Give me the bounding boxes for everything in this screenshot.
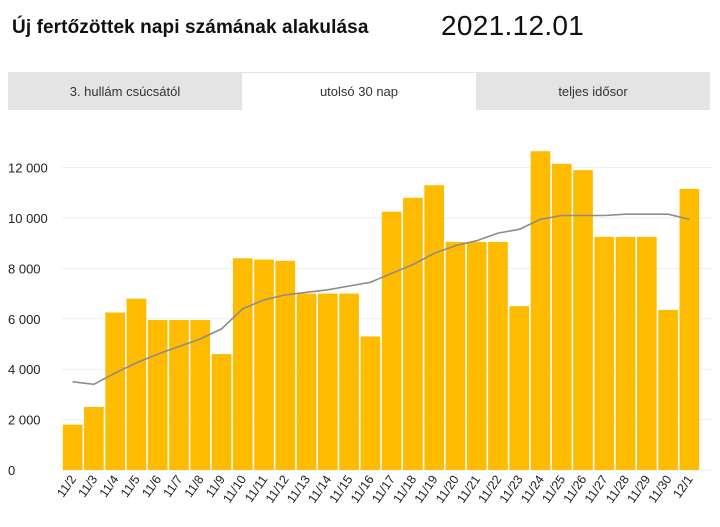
x-tick-label: 11/4 (97, 473, 122, 500)
y-tick-label: 0 (8, 463, 15, 478)
y-tick-label: 8 000 (8, 261, 41, 276)
x-tick-label: 11/3 (75, 473, 100, 500)
bar (360, 336, 381, 470)
x-tick-label: 11/10 (220, 473, 249, 506)
x-tick-label: 11/6 (139, 473, 164, 500)
bar (275, 260, 296, 470)
y-tick-label: 12 000 (8, 161, 48, 176)
bar (530, 151, 551, 470)
y-tick-label: 4 000 (8, 362, 41, 377)
bar (637, 236, 657, 470)
bar (296, 293, 317, 470)
bars (62, 151, 700, 471)
bar (445, 241, 466, 470)
bar (318, 293, 338, 470)
date-label: 2021.12.01 (441, 10, 585, 41)
bar (615, 236, 636, 470)
y-tick-label: 10 000 (8, 211, 48, 226)
x-tick-label: 11/2 (54, 473, 79, 500)
tab-full-series[interactable]: teljes idősor (558, 83, 628, 99)
x-tick-label: 11/7 (161, 473, 186, 500)
bar (232, 258, 253, 470)
bar (424, 185, 444, 471)
bar (658, 309, 678, 470)
bar (147, 320, 168, 470)
x-tick-label: 11/5 (118, 473, 143, 500)
chart-header: Új fertőzöttek napi számának alakulása 2… (12, 8, 712, 48)
bar (211, 354, 232, 470)
tab-bar: 3. hullám csúcsától utolsó 30 nap teljes… (8, 72, 710, 110)
bar (62, 424, 83, 470)
bar (126, 298, 147, 470)
bar (573, 170, 593, 470)
bar (466, 241, 487, 470)
bar (509, 306, 530, 470)
tab-last-30-days[interactable]: utolsó 30 nap (242, 72, 476, 110)
x-tick-label: 12/1 (670, 473, 695, 501)
chart-title: Új fertőzöttek napi számának alakulása (12, 17, 369, 38)
bar (679, 189, 700, 470)
bar (551, 163, 572, 470)
bar (169, 320, 189, 470)
bar (254, 259, 274, 470)
y-axis: 0 2 000 4 000 6 000 8 000 10 000 12 000 (8, 161, 48, 478)
bar (105, 312, 125, 470)
bar (594, 236, 615, 470)
x-axis: 11/211/311/411/511/611/711/811/911/1011/… (54, 473, 696, 506)
bar (381, 211, 402, 470)
x-tick-label: 11/8 (182, 473, 207, 500)
bar (403, 197, 423, 470)
bar (488, 241, 508, 470)
bar (84, 407, 104, 470)
x-tick-label: 11/30 (646, 473, 675, 506)
tab-wave3-peak[interactable]: 3. hullám csúcsától (69, 83, 181, 99)
moving-average-line (72, 213, 690, 386)
y-tick-label: 2 000 (8, 413, 41, 428)
bar (339, 293, 359, 470)
bar (190, 320, 211, 470)
y-tick-label: 6 000 (8, 312, 41, 327)
